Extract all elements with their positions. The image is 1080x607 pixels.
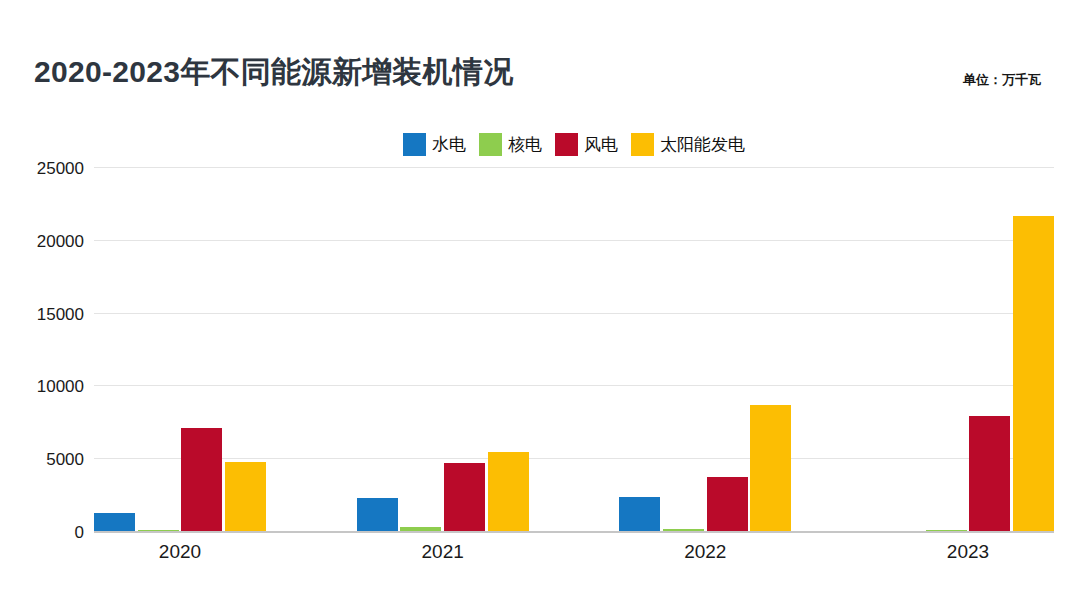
x-axis-label: 2023 <box>882 541 1054 563</box>
unit-label: 单位：万千瓦 <box>963 71 1041 89</box>
bar-group-2023 <box>882 168 1054 532</box>
bar-wind-2022 <box>707 477 748 532</box>
bar-groups <box>94 168 1054 532</box>
bar-solar-2022 <box>750 405 791 532</box>
x-axis-line <box>94 531 1054 533</box>
x-axis-label: 2022 <box>619 541 791 563</box>
legend-label: 风电 <box>584 133 618 156</box>
y-axis-tick-label: 0 <box>14 524 84 541</box>
bar-group-2020 <box>94 168 266 532</box>
y-axis-tick-label: 25000 <box>14 160 84 177</box>
legend-item-wind: 风电 <box>555 133 618 156</box>
legend-item-solar: 太阳能发电 <box>631 133 745 156</box>
bar-wind-2023 <box>969 416 1010 532</box>
x-axis-label: 2020 <box>94 541 266 563</box>
legend-swatch-hydro <box>403 133 426 156</box>
chart-legend: 水电 核电 风电 太阳能发电 <box>94 133 1054 156</box>
legend-item-hydro: 水电 <box>403 133 466 156</box>
bar-group-2021 <box>357 168 529 532</box>
legend-swatch-nuclear <box>479 133 502 156</box>
y-axis-tick-label: 5000 <box>14 451 84 468</box>
x-axis-label: 2021 <box>357 541 529 563</box>
legend-swatch-wind <box>555 133 578 156</box>
y-axis-tick-label: 15000 <box>14 305 84 322</box>
plot-area: 0500010000150002000025000 20202021202220… <box>94 168 1054 532</box>
bar-hydro-2020 <box>94 513 135 532</box>
bar-solar-2023 <box>1013 216 1054 532</box>
bar-wind-2020 <box>181 428 222 532</box>
legend-label: 水电 <box>432 133 466 156</box>
bar-group-2022 <box>619 168 791 532</box>
legend-swatch-solar <box>631 133 654 156</box>
y-axis-tick-label: 10000 <box>14 378 84 395</box>
x-axis-labels: 2020 2021 2022 2023 <box>94 541 1054 563</box>
legend-label: 核电 <box>508 133 542 156</box>
bar-solar-2021 <box>488 452 529 532</box>
bar-solar-2020 <box>225 462 266 532</box>
bar-hydro-2022 <box>619 497 660 532</box>
legend-label: 太阳能发电 <box>660 133 745 156</box>
y-axis-tick-label: 20000 <box>14 232 84 249</box>
legend-item-nuclear: 核电 <box>479 133 542 156</box>
bar-hydro-2021 <box>357 498 398 532</box>
bar-wind-2021 <box>444 463 485 532</box>
chart-title: 2020-2023年不同能源新增装机情况 <box>34 52 513 93</box>
